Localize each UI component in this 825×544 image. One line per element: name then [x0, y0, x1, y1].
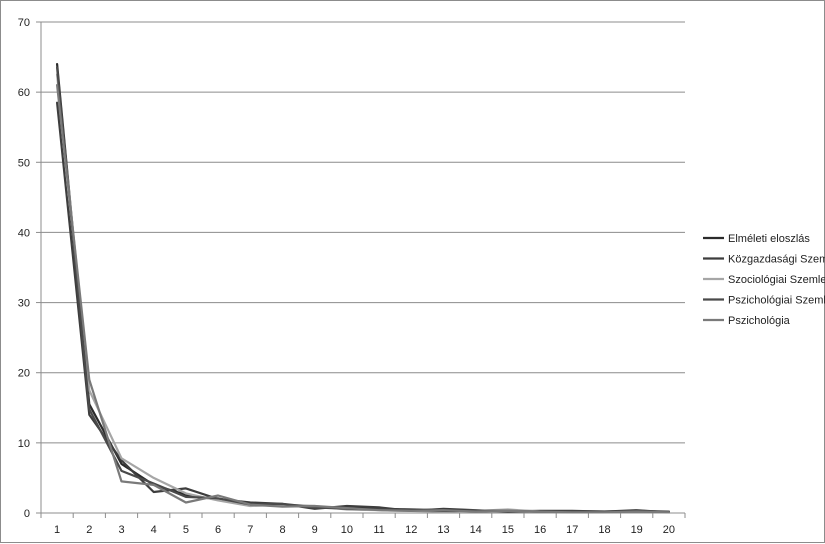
y-tick-label: 30 [18, 298, 30, 310]
x-tick-labels: 1 2 3 4 5 6 7 8 9 10 11 12 13 14 15 16 17 18 19 20 [54, 524, 675, 536]
x-tick-label: 9 [312, 524, 318, 536]
series-line [55, 83, 671, 514]
series-line [55, 66, 671, 513]
legend-label: Pszichológia [728, 315, 791, 327]
legend: Elméleti eloszlás Közgazdasági Szemle Szoc… [703, 233, 825, 327]
y-tick-label: 60 [18, 87, 30, 99]
y-tick-label: 70 [18, 17, 30, 29]
x-tick-label: 3 [118, 524, 124, 536]
legend-label: Közgazdasági Szemle [728, 254, 825, 266]
gridlines [41, 21, 685, 444]
series-line [55, 101, 671, 514]
y-tick-label: 50 [18, 157, 30, 169]
x-tick-label: 4 [151, 524, 157, 536]
y-tick-labels: 0 10 20 30 40 50 60 70 [18, 17, 30, 520]
x-tick-label: 7 [247, 524, 253, 536]
x-tick-label: 14 [470, 524, 482, 536]
x-tick-label: 11 [373, 524, 384, 536]
legend-label: Elméleti eloszlás [728, 233, 810, 245]
y-tick-label: 40 [18, 227, 30, 239]
x-tick-label: 18 [598, 524, 610, 536]
x-tick-label: 1 [54, 524, 60, 536]
x-tick-label: 16 [534, 524, 546, 536]
x-tick-label: 2 [86, 524, 92, 536]
x-tick-label: 15 [502, 524, 514, 536]
series-line [55, 62, 671, 513]
x-tick-label: 17 [566, 524, 578, 536]
legend-label: Pszichológiai Szemle [728, 295, 825, 307]
axes [36, 21, 686, 518]
x-tick-label: 12 [405, 524, 417, 536]
x-tick-label: 5 [183, 524, 189, 536]
series-line [55, 73, 671, 514]
y-tick-label: 10 [18, 438, 30, 450]
y-tick-label: 20 [18, 368, 30, 380]
x-tick-label: 19 [631, 524, 643, 536]
x-tick-label: 8 [279, 524, 285, 536]
x-tick-label: 6 [215, 524, 221, 536]
legend-label: Szociológiai Szemle [728, 274, 825, 286]
x-tick-label: 13 [437, 524, 449, 536]
x-tick-label: 20 [663, 524, 675, 536]
series-lines [55, 62, 671, 514]
x-tick-label: 10 [341, 524, 353, 536]
y-tick-label: 0 [24, 508, 30, 520]
